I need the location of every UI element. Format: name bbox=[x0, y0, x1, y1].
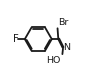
Text: HO: HO bbox=[46, 56, 61, 65]
Text: F: F bbox=[13, 34, 18, 44]
Text: N: N bbox=[63, 43, 70, 52]
Text: Br: Br bbox=[58, 18, 68, 27]
